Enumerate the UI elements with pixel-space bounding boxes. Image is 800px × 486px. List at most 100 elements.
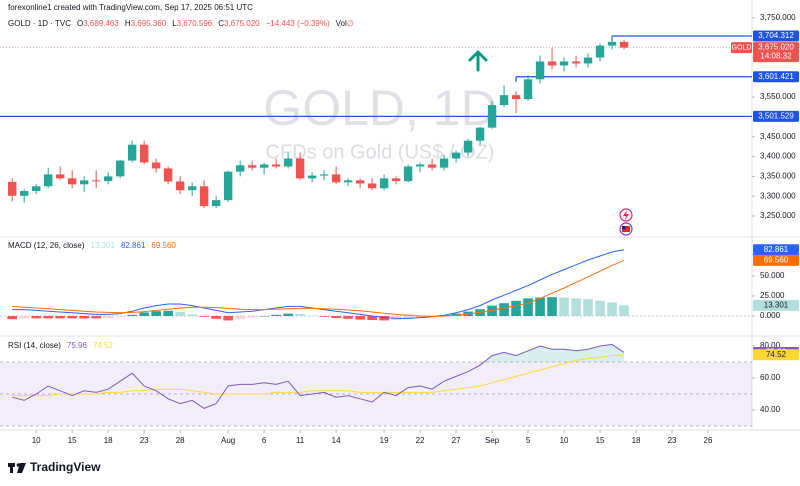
histogram-bar (79, 316, 89, 319)
candle-body (271, 164, 281, 167)
candle-body (55, 174, 65, 179)
countdown-label: 14:08:32 (760, 52, 792, 61)
histogram-bar (223, 316, 233, 321)
candle-body (463, 140, 473, 153)
histogram-bar (211, 316, 221, 319)
x-tick-label: 10 (560, 436, 569, 445)
histogram-bar (331, 316, 341, 318)
histogram-bar (547, 297, 557, 316)
histogram-bar (511, 300, 521, 316)
last-value-label: 74.52 (766, 350, 787, 359)
candle-body (511, 95, 521, 100)
ohlc-legend: GOLD · 1D · TVC O3,689.463 H3,695.360 L3,67… (8, 19, 354, 28)
histogram-bar (91, 316, 101, 319)
candle-body (415, 164, 425, 167)
histogram-bar (115, 316, 125, 317)
horizontal-line-label-box (753, 110, 799, 122)
histogram-bar (619, 305, 629, 316)
candle-body (307, 175, 317, 179)
candle-body (571, 61, 581, 64)
horizontal-line-label: 3,704.312 (758, 31, 794, 40)
histogram-bar (31, 316, 41, 319)
candle-body (43, 174, 53, 187)
histogram-bar (271, 314, 281, 316)
legend-value: 13.301 (90, 241, 115, 250)
legend-value: 75.96 (67, 341, 88, 350)
last-price-box (753, 42, 799, 63)
y-tick-label: 3,450.000 (760, 132, 796, 141)
candle-body (367, 183, 377, 189)
legend-key: H (125, 19, 131, 28)
candle-body (475, 127, 485, 141)
candle-body (607, 41, 617, 46)
y-tick-label: 0.000 (760, 311, 781, 320)
y-tick-label: 60.00 (760, 373, 781, 382)
histogram-bar (127, 314, 137, 316)
last-value-label-box (753, 299, 799, 311)
histogram-bar (163, 310, 173, 316)
last-value-label: 13.301 (764, 300, 789, 309)
event-icons[interactable] (619, 208, 633, 236)
candle-body (331, 174, 341, 183)
candle-body (235, 165, 245, 172)
last-value-label-box (753, 244, 799, 256)
brand-logo[interactable]: TradingView (8, 460, 101, 474)
rsi-band (0, 362, 752, 426)
histogram-bar (367, 316, 377, 320)
candle-body (115, 160, 125, 177)
candle-body (391, 178, 401, 182)
histogram-bar (319, 316, 329, 317)
y-tick-label: 50.000 (760, 271, 785, 280)
histogram-bar (19, 316, 29, 319)
candle-body (583, 57, 593, 64)
candle-body (283, 158, 293, 167)
candle-body (259, 164, 269, 168)
histogram-bar (295, 314, 305, 316)
volume-value: ∅ (347, 19, 354, 28)
candle-body (487, 105, 497, 128)
candle-body (439, 158, 449, 168)
candle-body (151, 162, 161, 169)
histogram-bar (43, 316, 53, 319)
last-value-label-box (753, 349, 799, 361)
histogram-bar (403, 316, 413, 320)
candle-body (199, 186, 209, 207)
candle-body (355, 180, 365, 184)
candle-body (535, 61, 545, 80)
x-tick-label: 23 (668, 436, 677, 445)
horizontal-line-label: 3,501.529 (758, 111, 794, 120)
horizontal-line-label: 3,601.421 (758, 72, 794, 81)
candle-body (619, 41, 629, 48)
arrow-annotation (468, 50, 488, 72)
histogram-bar (307, 315, 317, 317)
candle-body (247, 165, 257, 168)
candle-body (379, 178, 389, 189)
last-value-label-box (753, 254, 799, 266)
histogram-bar (559, 297, 569, 316)
legend-value: 69.560 (151, 241, 176, 250)
candle-body (139, 144, 149, 163)
x-tick-label: 18 (632, 436, 641, 445)
histogram-bar (103, 316, 113, 318)
candle-body (559, 61, 569, 66)
x-tick-label: 19 (380, 436, 389, 445)
histogram-bar (595, 300, 605, 316)
histogram-bar (139, 312, 149, 316)
change: −14.443 (−0.39%) (266, 19, 330, 28)
y-tick-label: 40.00 (760, 405, 781, 414)
histogram-bar (499, 303, 509, 316)
brand-name: TradingView (30, 460, 101, 474)
candle-body (595, 45, 605, 58)
candle-body (7, 181, 17, 196)
x-tick-label: Sep (485, 436, 500, 445)
histogram-bar (571, 298, 581, 316)
indicator-title: MACD (12, 26, close) (8, 241, 85, 250)
watermark-title: GOLD, 1D (263, 80, 496, 136)
histogram-bar (187, 314, 197, 316)
histogram-bar (355, 316, 365, 320)
histogram-bar (343, 316, 353, 319)
histogram-bar (583, 299, 593, 316)
x-tick-label: 28 (176, 436, 185, 445)
watermark-subtitle: CFDs on Gold (US$ / OZ) (266, 141, 495, 163)
indicator-title: RSI (14, close) (8, 341, 61, 350)
